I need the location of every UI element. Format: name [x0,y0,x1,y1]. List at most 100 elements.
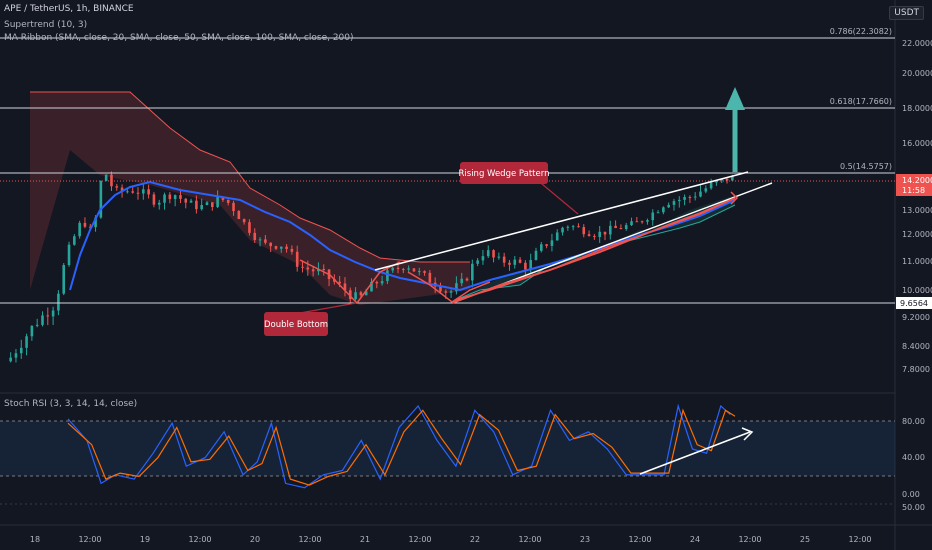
candle-body [630,221,633,226]
candle-body [587,234,591,236]
candle-body [492,250,495,258]
candle-body [359,292,363,296]
candle-body [407,268,410,270]
candle-body [640,221,644,223]
candle-body [386,270,389,282]
candle-body [593,235,596,237]
candle-body [301,266,304,268]
supertrend-up-area [455,195,735,300]
price-tick: 13.0000 [902,206,932,215]
candle-body [317,268,320,272]
candle-body [518,259,522,263]
candle-body [635,221,639,223]
candle-body [274,246,278,249]
time-tick: 21 [360,535,370,544]
candle-body [195,200,198,210]
candle-body [173,195,177,200]
candle-body [179,195,182,199]
candle-body [709,182,713,189]
candle-body [258,239,262,241]
ma-ribbon-legend[interactable]: MA Ribbon (SMA, close, 20, SMA, close, 5… [4,33,354,43]
fib-label-05: 0.5(14.5757) [840,162,892,171]
stoch-rsi-legend[interactable]: Stoch RSI (3, 3, 14, 14, close) [4,399,138,409]
price-tick: 12.0000 [902,230,932,239]
candle-body [460,278,464,284]
time-tick: 19 [140,535,150,544]
price-tick: 18.0000 [902,104,932,113]
candle-body [582,227,586,235]
fib-label-0786: 0.786(22.3082) [830,27,892,36]
candle-body [423,271,426,273]
candle-body [311,269,315,272]
currency-selector[interactable]: USDT [889,6,924,20]
candle-body [677,199,681,202]
candle-body [94,217,97,228]
candle-body [497,256,501,258]
candle-body [147,189,150,195]
candle-body [614,225,617,229]
candle-body [354,292,357,300]
candle-body [73,236,76,245]
time-tick: 12:00 [518,535,541,544]
candle-body [566,226,570,228]
stoch-k-line [67,403,731,489]
candle-body [449,291,453,293]
candle-body [19,347,23,354]
supertrend-down-area [30,92,470,305]
candle-body [46,315,50,317]
candle-body [168,194,172,200]
rsi-tick: 40.00 [902,453,925,462]
stoch-trend-line [639,431,751,475]
candle-body [14,353,18,358]
candle-body [338,281,341,284]
candle-body [290,248,294,252]
support-level-badge [896,297,932,309]
time-tick: 22 [470,535,480,544]
candle-body [608,225,612,235]
candle-body [662,207,665,213]
candle-body [99,180,103,218]
countdown: 11:58 [902,186,925,195]
candle-body [242,219,246,223]
candle-body [295,251,299,267]
candle-body [699,191,702,197]
candle-body [683,197,686,200]
candle-body [370,281,373,292]
candle-body [417,271,421,273]
symbol-title[interactable]: APE / TetherUS, 1h, BINANCE [4,4,134,14]
candle-body [428,272,432,283]
candle-body [380,281,384,284]
candle-body [439,286,442,292]
candle-body [343,283,347,291]
supertrend-legend[interactable]: Supertrend (10, 3) [4,20,88,30]
candle-body [264,239,267,243]
double-bottom-line-2 [407,271,491,303]
candle-body [78,222,81,237]
price-tick: 11.0000 [902,257,932,266]
stoch-rsi-band [0,421,895,476]
candle-body [157,202,161,205]
candle-body [120,187,124,192]
target-arrow-head [725,87,745,110]
candle-body [465,278,469,281]
time-tick: 23 [580,535,590,544]
candle-body [540,244,543,251]
candle-body [30,325,34,337]
candle-body [104,174,108,181]
wedge-label-text: Rising Wedge Pattern [459,169,550,179]
candle-body [624,225,628,229]
candle-body [476,260,479,264]
time-axis[interactable]: 18 12:00 19 12:00 20 12:00 21 12:00 22 1… [30,535,872,544]
candle-body [513,259,517,265]
time-tick: 12:00 [738,535,761,544]
price-tick: 9.2000 [902,313,930,322]
candle-body [200,204,203,210]
candle-body [561,227,564,233]
candle-body [471,263,474,281]
price-axis[interactable]: 22.0000 20.0000 18.0000 16.0000 13.0000 … [902,39,932,374]
candle-body [142,189,145,194]
double-bottom-label-text: Double Bottom [264,320,328,330]
wedge-upper-line [374,171,749,271]
candle-body [221,196,225,200]
